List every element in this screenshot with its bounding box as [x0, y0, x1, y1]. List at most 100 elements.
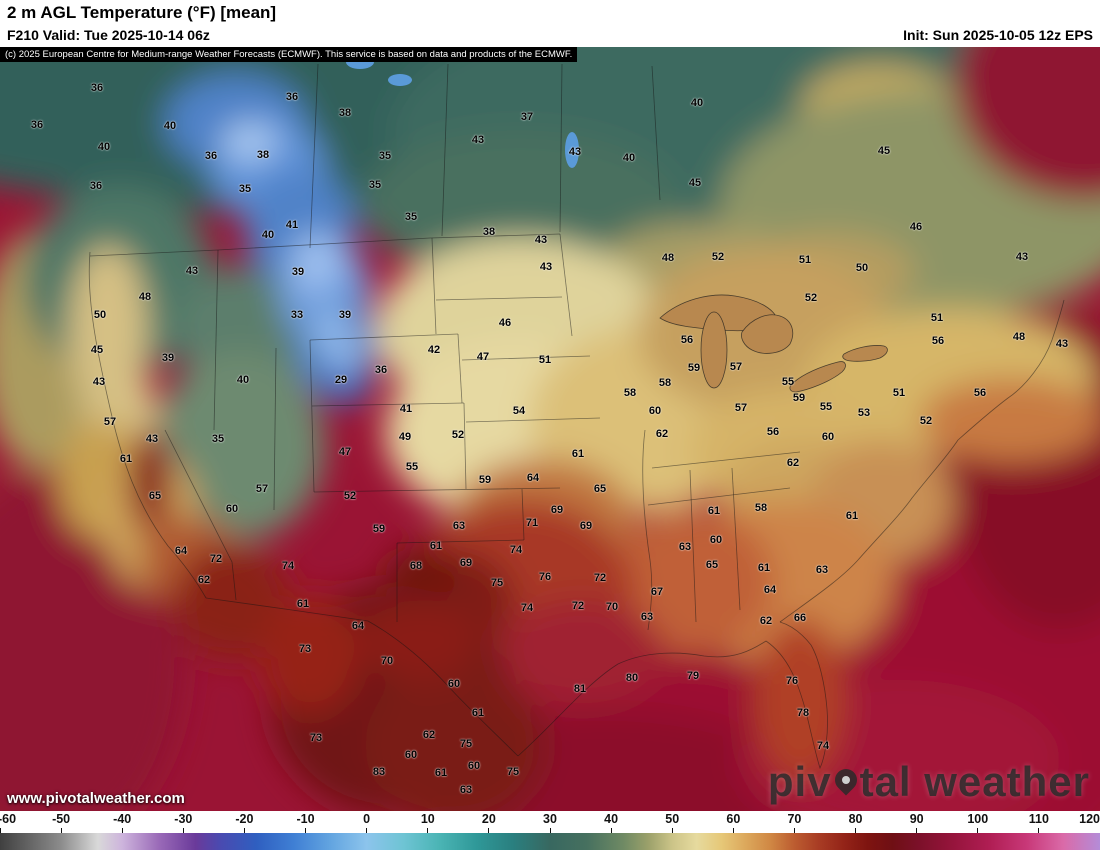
- temp-label: 62: [786, 457, 800, 469]
- temp-label: 35: [211, 433, 225, 445]
- temp-label: 52: [804, 292, 818, 304]
- temp-label: 56: [931, 335, 945, 347]
- temp-label: 63: [459, 784, 473, 796]
- temp-label: 61: [757, 562, 771, 574]
- temp-label: 70: [605, 601, 619, 613]
- temp-label: 59: [792, 392, 806, 404]
- colorbar-tick: [610, 828, 612, 833]
- temp-label: 52: [451, 429, 465, 441]
- temp-label: 62: [759, 615, 773, 627]
- temp-label: 39: [338, 309, 352, 321]
- temp-label: 45: [688, 177, 702, 189]
- temp-label: 55: [819, 401, 833, 413]
- temp-label: 79: [686, 670, 700, 682]
- temp-label: 56: [766, 426, 780, 438]
- colorbar-tick: [366, 828, 368, 833]
- temp-label: 42: [427, 344, 441, 356]
- temp-label: 45: [877, 145, 891, 157]
- temp-label: 71: [525, 517, 539, 529]
- temp-label: 43: [92, 376, 106, 388]
- temp-label: 64: [351, 620, 365, 632]
- colorbar-tick-label: 80: [848, 812, 863, 826]
- page-title: 2 m AGL Temperature (°F) [mean]: [7, 3, 277, 22]
- temp-label: 40: [236, 374, 250, 386]
- temp-label: 64: [174, 545, 188, 557]
- colorbar-tick: [977, 828, 979, 833]
- temp-label: 47: [338, 446, 352, 458]
- temp-label: 69: [550, 504, 564, 516]
- colorbar-tick-label: -20: [235, 812, 254, 826]
- temp-label: 41: [285, 219, 299, 231]
- temp-label: 69: [579, 520, 593, 532]
- temp-label: 55: [781, 376, 795, 388]
- temp-label: 74: [816, 740, 830, 752]
- temp-label: 39: [291, 266, 305, 278]
- temp-label: 63: [815, 564, 829, 576]
- temp-label: 57: [734, 402, 748, 414]
- temp-label: 36: [374, 364, 388, 376]
- colorbar-labels: -60 -50 -40 -30 -20 -10 0 10 20 30 40 50 60 70 80 90 100…: [0, 812, 1100, 828]
- temp-label: 61: [434, 767, 448, 779]
- lake-ontario: [842, 345, 888, 362]
- colorbar-tick-label: 60: [726, 812, 741, 826]
- temp-label: 59: [478, 474, 492, 486]
- forecast-valid-label: F210 Valid: Tue 2025-10-14 06z: [7, 27, 210, 43]
- temp-label: 73: [298, 643, 312, 655]
- brand-suffix: tal weather: [859, 758, 1090, 805]
- temp-label: 29: [334, 374, 348, 386]
- temp-label: 57: [255, 483, 269, 495]
- colorbar-tick: [671, 828, 673, 833]
- temp-label: 76: [538, 571, 552, 583]
- temp-label: 53: [857, 407, 871, 419]
- temp-label: 64: [763, 584, 777, 596]
- temp-label: 46: [498, 317, 512, 329]
- map-pin-icon: [830, 764, 862, 796]
- temp-label: 62: [197, 574, 211, 586]
- temp-label: 63: [452, 520, 466, 532]
- temp-label: 43: [471, 134, 485, 146]
- temp-label: 72: [593, 572, 607, 584]
- lake-huron: [741, 314, 794, 354]
- temp-label: 60: [467, 760, 481, 772]
- colorbar-tick-label: 30: [543, 812, 557, 826]
- temp-label: 36: [90, 82, 104, 94]
- colorbar-tick: [793, 828, 795, 833]
- temp-label: 35: [238, 183, 252, 195]
- temp-label: 40: [690, 97, 704, 109]
- temp-label: 68: [409, 560, 423, 572]
- temp-label: 45: [90, 344, 104, 356]
- temp-label: 81: [573, 683, 587, 695]
- init-label: Init: Sun 2025-10-05 12z EPS: [903, 27, 1093, 43]
- temp-label: 58: [623, 387, 637, 399]
- colorbar-tick-label: 120: [1079, 812, 1100, 826]
- colorbar-tick: [1038, 828, 1040, 833]
- temp-label: 36: [89, 180, 103, 192]
- colorbar-tick: [488, 828, 490, 833]
- colorbar-tick-label: 70: [787, 812, 802, 826]
- temp-label: 43: [539, 261, 553, 273]
- colorbar-tick-label: 100: [967, 812, 989, 826]
- temp-label: 60: [709, 534, 723, 546]
- temp-label: 66: [793, 612, 807, 624]
- colorbar-ticks: [0, 828, 1100, 833]
- temp-label: 74: [520, 602, 534, 614]
- colorbar-tick-label: -50: [52, 812, 71, 826]
- colorbar-tick-label: 90: [909, 812, 924, 826]
- temp-label: 61: [429, 540, 443, 552]
- temp-label: 46: [909, 221, 923, 233]
- temp-label: 36: [204, 150, 218, 162]
- temp-label: 41: [399, 403, 413, 415]
- lakes: [346, 55, 888, 393]
- temp-label: 57: [729, 361, 743, 373]
- temp-label: 51: [538, 354, 552, 366]
- temp-label: 35: [368, 179, 382, 191]
- temp-label: 56: [973, 387, 987, 399]
- colorbar-tick: [0, 828, 1, 833]
- temp-label: 54: [512, 405, 526, 417]
- temp-label: 65: [593, 483, 607, 495]
- temp-label: 70: [380, 655, 394, 667]
- state-borders: [88, 63, 1065, 770]
- colorbar-tick-label: 50: [665, 812, 680, 826]
- temp-label: 43: [1055, 338, 1069, 350]
